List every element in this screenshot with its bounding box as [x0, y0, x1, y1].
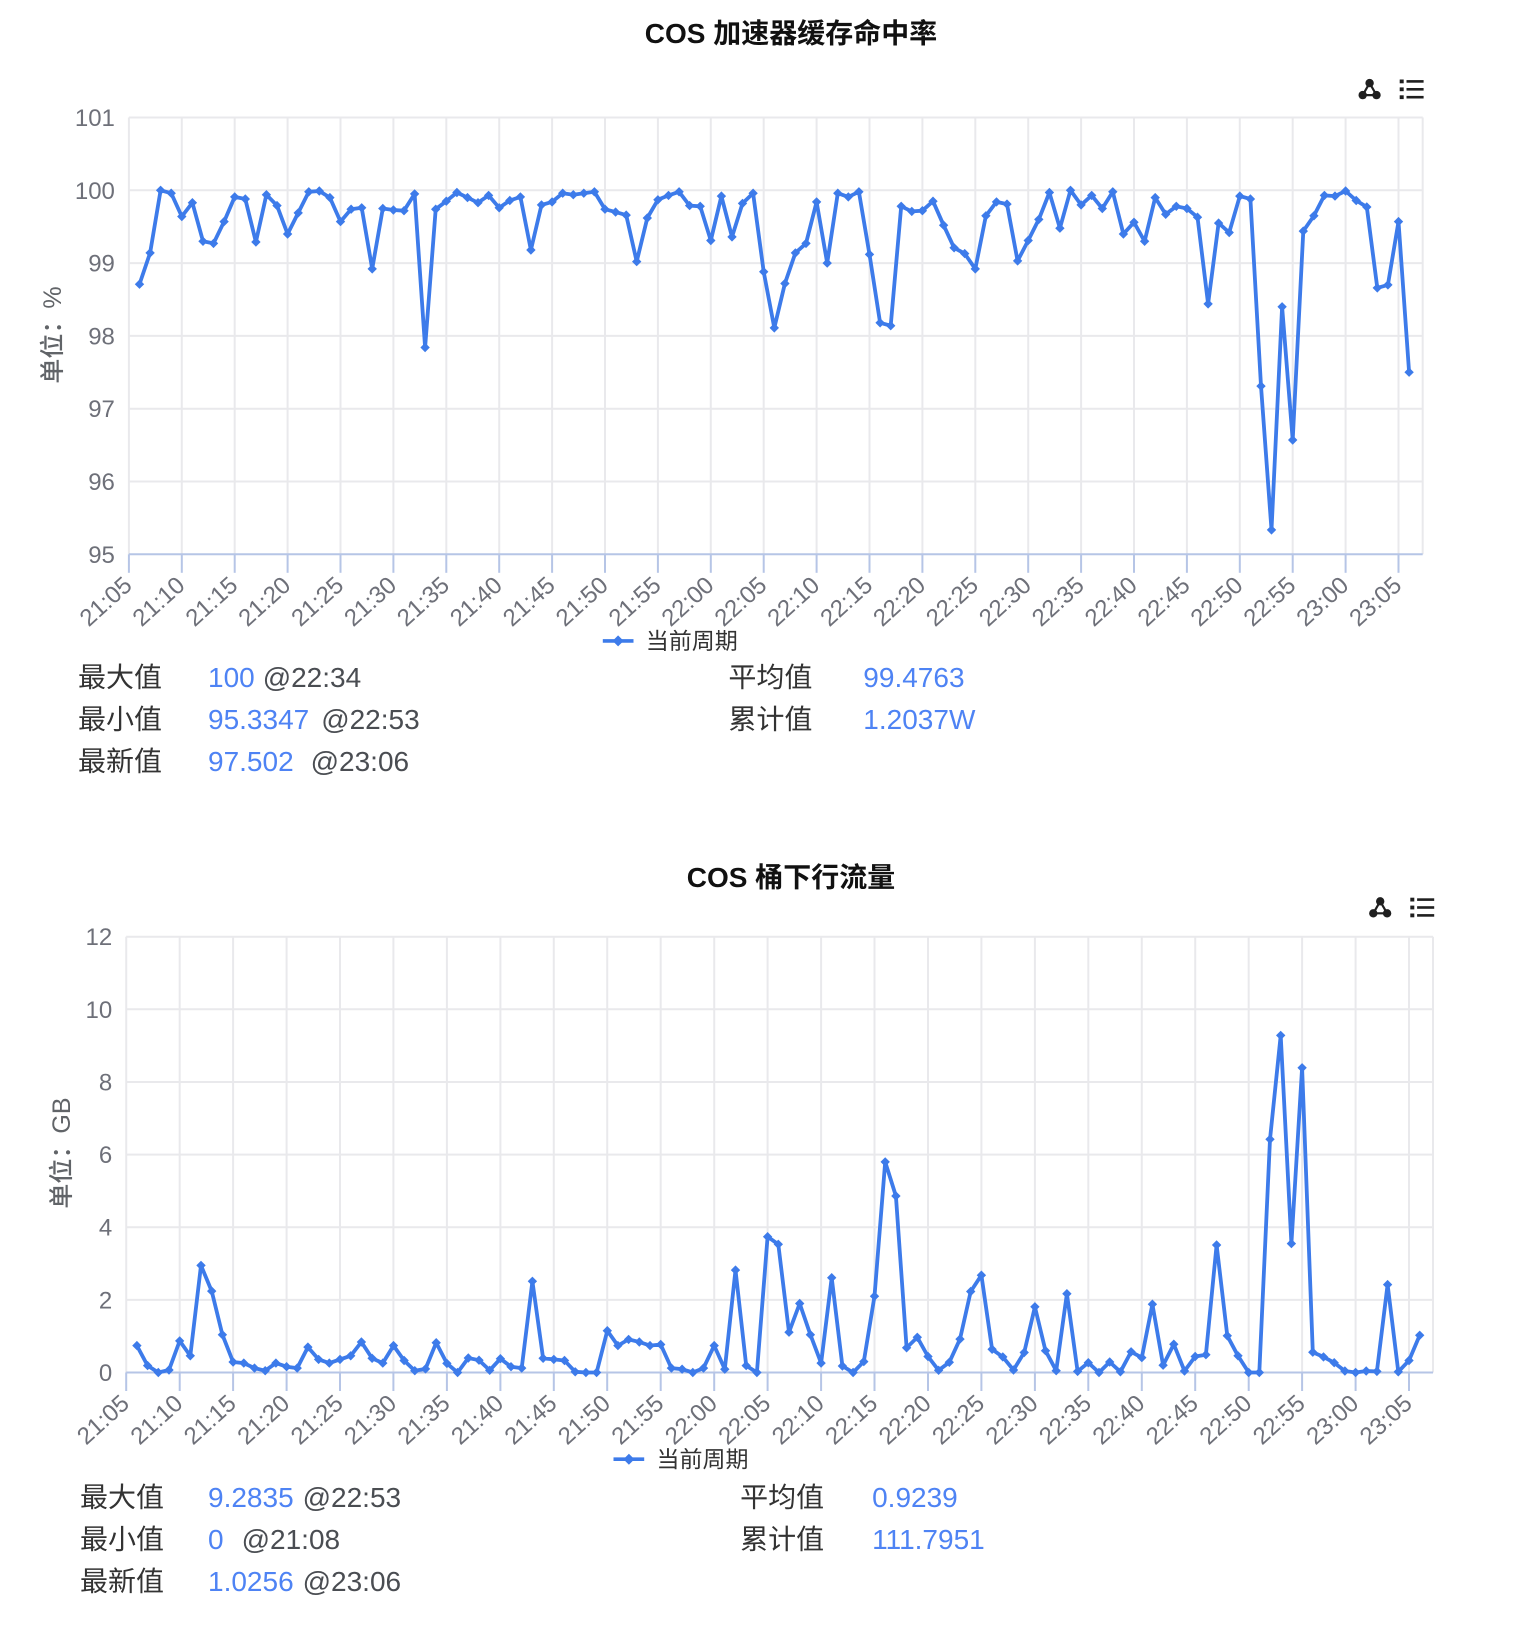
svg-text:8: 8	[99, 1070, 112, 1097]
svg-text:97: 97	[88, 396, 115, 423]
svg-text:@22:53: @22:53	[303, 1482, 402, 1513]
svg-text:4: 4	[99, 1215, 112, 1242]
svg-text:95.3347: 95.3347	[208, 704, 309, 735]
svg-text:0.9239: 0.9239	[872, 1482, 958, 1513]
svg-text:98: 98	[88, 323, 115, 350]
svg-text:0: 0	[99, 1360, 112, 1387]
svg-text:12: 12	[85, 924, 112, 951]
svg-text:9.2835: 9.2835	[208, 1482, 294, 1513]
svg-text:0: 0	[208, 1524, 224, 1555]
svg-text:111.7951: 111.7951	[872, 1524, 985, 1555]
svg-text:99.4763: 99.4763	[863, 662, 964, 693]
svg-text:COS: COS	[687, 862, 748, 893]
svg-text:1.0256: 1.0256	[208, 1566, 294, 1597]
svg-text:101: 101	[75, 105, 115, 132]
svg-text:10: 10	[85, 997, 112, 1024]
svg-text:@23:06: @23:06	[303, 1566, 402, 1597]
svg-text:96: 96	[88, 469, 115, 496]
svg-text:6: 6	[99, 1142, 112, 1169]
svg-text:97.502: 97.502	[208, 746, 294, 777]
svg-text:1.2037W: 1.2037W	[863, 704, 976, 735]
svg-text:@23:06: @23:06	[311, 746, 410, 777]
svg-text:100: 100	[75, 178, 115, 205]
svg-text:@22:53: @22:53	[321, 704, 420, 735]
svg-text:%: %	[39, 286, 67, 308]
svg-text:99: 99	[88, 251, 115, 278]
svg-text:GB: GB	[48, 1097, 76, 1133]
svg-text:@21:08: @21:08	[242, 1524, 341, 1555]
svg-text:@22:34: @22:34	[263, 662, 362, 693]
svg-text:100: 100	[208, 662, 255, 693]
svg-text:2: 2	[99, 1287, 112, 1314]
svg-text:COS: COS	[645, 18, 706, 49]
svg-text:95: 95	[88, 542, 115, 569]
